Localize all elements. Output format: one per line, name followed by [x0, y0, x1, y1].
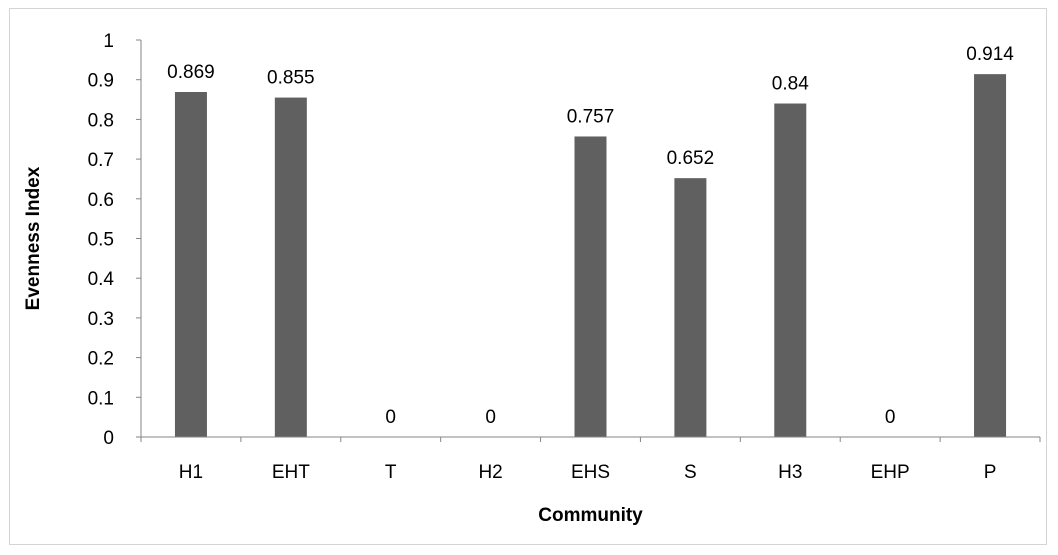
data-label-ehp: 0: [885, 407, 896, 428]
data-label-s: 0.652: [667, 148, 715, 169]
y-tick-label: 0.9: [88, 71, 114, 92]
y-axis-ticks: 0 0.1 0.2 0.3 0.4 0.5 0.6 0.7 0.8 0.9 1: [88, 31, 141, 449]
x-tick-label-ehs: EHS: [571, 462, 610, 483]
y-tick-label: 0.2: [88, 349, 114, 370]
y-tick-label: 0.5: [88, 230, 114, 251]
x-tick-label-ehp: EHP: [871, 462, 910, 483]
y-tick-label: 0: [103, 428, 114, 449]
x-tick-label-h1: H1: [179, 462, 203, 483]
y-tick-label: 0.4: [88, 269, 115, 290]
data-label-t: 0: [385, 407, 396, 428]
x-tick-label-s: S: [684, 462, 697, 483]
x-tick-label-h3: H3: [778, 462, 802, 483]
y-tick-label: 0.1: [88, 388, 114, 409]
bar-h3: [774, 103, 807, 438]
data-label-h1: 0.869: [167, 62, 215, 83]
data-label-h3: 0.84: [772, 74, 809, 95]
bar-h1: [174, 92, 207, 437]
data-label-p: 0.914: [966, 44, 1014, 65]
y-tick-label: 0.7: [88, 150, 114, 171]
y-tick-label: 0.6: [88, 190, 114, 211]
x-tick-label-eht: EHT: [272, 462, 310, 483]
bar-s: [674, 178, 707, 437]
bars: [174, 74, 1007, 438]
x-tick-label-t: T: [385, 462, 397, 483]
bar-ehs: [574, 136, 607, 437]
data-label-ehs: 0.757: [567, 106, 615, 127]
x-axis-title: Community: [538, 505, 643, 526]
data-label-eht: 0.855: [267, 68, 315, 89]
x-tick-label-p: P: [984, 462, 997, 483]
bar-eht: [274, 97, 307, 437]
data-labels: 0.869 0.855 0 0 0.757 0.652 0.84 0 0.914: [167, 44, 1014, 428]
y-tick-label: 0.3: [88, 309, 114, 330]
data-label-h2: 0: [485, 407, 496, 428]
y-tick-label: 0.8: [88, 110, 114, 131]
x-tick-label-h2: H2: [478, 462, 502, 483]
y-axis-title: Evenness Index: [23, 166, 44, 310]
y-tick-label: 1: [103, 31, 114, 52]
x-axis-ticks: H1 EHT T H2 EHS S H3 EHP P: [140, 437, 1041, 483]
bar-p: [974, 74, 1007, 437]
